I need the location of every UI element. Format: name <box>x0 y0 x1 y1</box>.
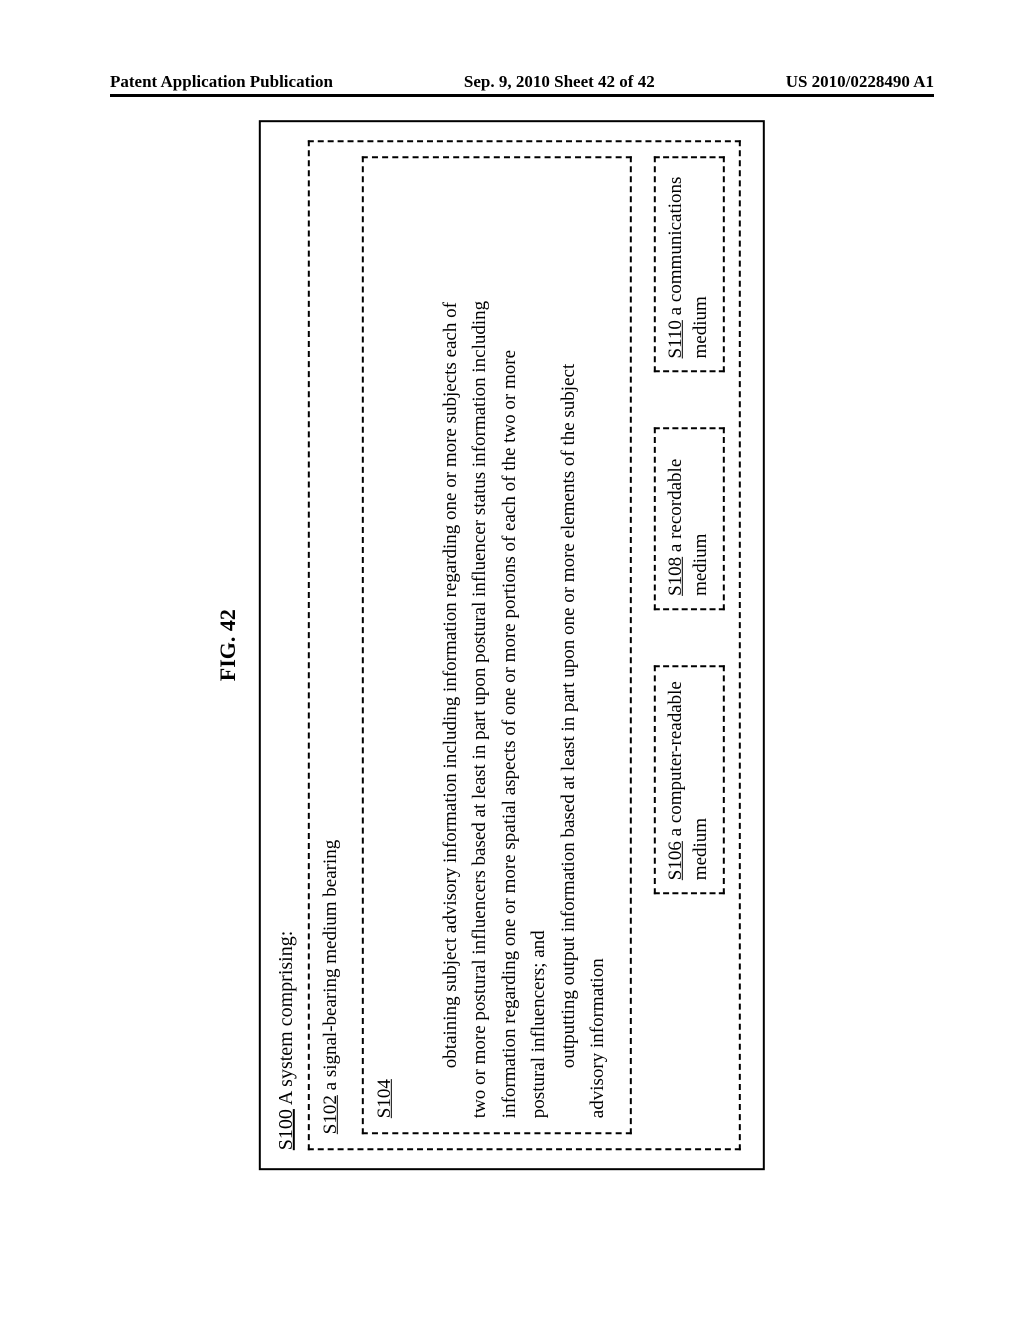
system-box-s100: S100 A system comprising: S102 a signal-… <box>259 120 765 1170</box>
body-line-3: information regarding one or more spatia… <box>495 172 524 1118</box>
ref-s104: S104 <box>374 1079 395 1118</box>
body-line-4: postural influencers; and <box>524 172 553 1118</box>
figure-rotated-container: FIG. 42 S100 A system comprising: S102 a… <box>215 120 765 1170</box>
body-line-5: outputting output information based at l… <box>554 172 583 1118</box>
s100-title-text: A system comprising: <box>275 931 297 1109</box>
ref-s104-row: S104 <box>374 172 396 1118</box>
ref-s110: S110 <box>665 320 686 358</box>
s100-title: S100 A system comprising: <box>275 140 298 1150</box>
page-header: Patent Application Publication Sep. 9, 2… <box>110 72 934 97</box>
ref-s106: S106 <box>665 841 686 880</box>
ref-s100: S100 <box>275 1109 297 1150</box>
recordable-medium-box-s108: S108 a recordable medium <box>654 427 725 609</box>
header-right: US 2010/0228490 A1 <box>786 72 934 92</box>
figure-label: FIG. 42 <box>215 120 241 1170</box>
ref-s102: S102 <box>320 1095 341 1134</box>
body-line-2: two or more postural influencers based a… <box>465 172 494 1118</box>
computer-readable-medium-box-s106: S106 a computer-readable medium <box>654 665 725 894</box>
body-line-6: advisory information <box>583 172 612 1118</box>
ref-s108: S108 <box>665 557 686 596</box>
signal-bearing-medium-box-s102: S102 a signal-bearing medium bearing S10… <box>308 140 741 1150</box>
medium-row: S106 a computer-readable medium S108 a r… <box>654 156 725 1134</box>
instructions-box-s104: S104 obtaining subject advisory informat… <box>362 156 632 1134</box>
communications-medium-box-s110: S110 a communications medium <box>654 156 725 372</box>
body-line-1: obtaining subject advisory information i… <box>436 172 465 1118</box>
s102-heading: S102 a signal-bearing medium bearing <box>320 156 342 1134</box>
header-left: Patent Application Publication <box>110 72 333 92</box>
s102-text: a signal-bearing medium bearing <box>320 840 341 1095</box>
header-center: Sep. 9, 2010 Sheet 42 of 42 <box>464 72 655 92</box>
